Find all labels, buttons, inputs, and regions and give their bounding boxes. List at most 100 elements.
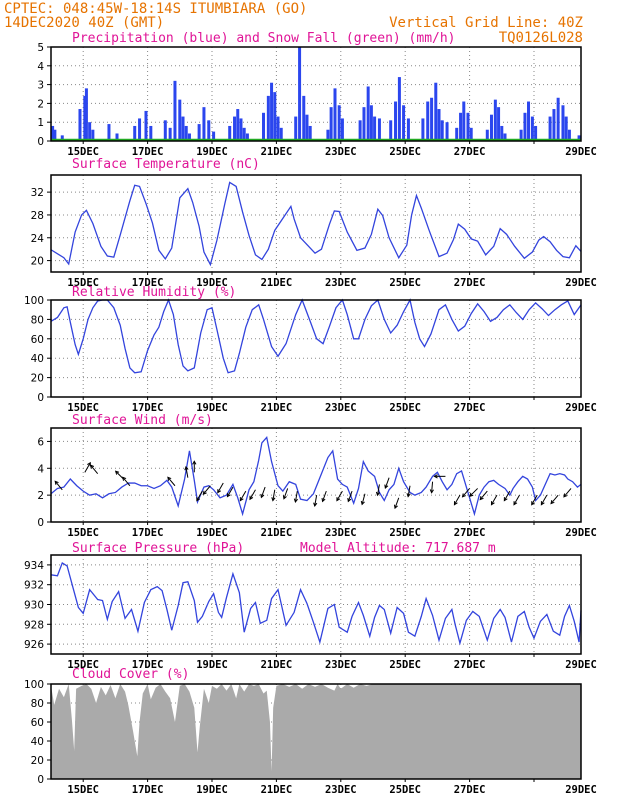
wind-arrow-head bbox=[336, 497, 341, 502]
wind-arrow bbox=[84, 462, 91, 473]
y-tick-label: 0 bbox=[37, 392, 44, 404]
y-tick-label: 40 bbox=[31, 353, 44, 365]
x-tick-label: 17DEC bbox=[132, 402, 164, 414]
precip-bar bbox=[184, 125, 188, 141]
precip-bar bbox=[434, 82, 438, 141]
header-date: 14DEC2020 40Z (GMT) bbox=[4, 15, 164, 31]
wind-arrow bbox=[283, 488, 289, 499]
x-tick-label: 17DEC bbox=[132, 277, 164, 289]
x-tick-label: 29DEC bbox=[565, 784, 597, 796]
precip-bar bbox=[302, 95, 306, 141]
x-tick-label: 21DEC bbox=[261, 527, 293, 539]
wind-arrow-head bbox=[429, 489, 434, 494]
x-tick-label: 19DEC bbox=[196, 659, 228, 671]
precip-bar bbox=[340, 118, 344, 141]
y-tick-label: 0 bbox=[37, 517, 44, 529]
wind-arrow-head bbox=[54, 480, 59, 485]
wind-arrow bbox=[260, 486, 266, 498]
wind-arrow-head bbox=[313, 502, 318, 508]
precip-bar bbox=[561, 105, 565, 141]
precip-bar bbox=[279, 127, 283, 141]
wind-arrow-head bbox=[239, 497, 244, 502]
y-tick-label: 24 bbox=[31, 233, 45, 245]
header-grid-line: Vertical Grid Line: 40Z bbox=[389, 15, 583, 31]
x-tick-label: 25DEC bbox=[389, 784, 421, 796]
x-tick-label: 25DEC bbox=[389, 659, 421, 671]
precip-bar bbox=[567, 129, 571, 141]
y-tick-label: 0 bbox=[37, 774, 44, 786]
x-tick-label: 29DEC bbox=[565, 146, 597, 158]
wind-arrow-head bbox=[563, 493, 568, 498]
precip-bar bbox=[242, 127, 246, 141]
precip-bar bbox=[187, 133, 191, 141]
wind-arrow bbox=[122, 476, 131, 487]
x-tick-label: 15DEC bbox=[67, 659, 99, 671]
wind-arrow bbox=[322, 490, 327, 502]
precip-bar bbox=[305, 114, 309, 141]
x-tick-label: 27DEC bbox=[454, 146, 486, 158]
precip-bar bbox=[369, 105, 373, 141]
wind-arrow-head bbox=[503, 497, 508, 502]
precip-bar bbox=[389, 120, 393, 141]
wind-arrow-head bbox=[321, 497, 326, 503]
wind-arrow-head bbox=[202, 490, 207, 495]
x-tick-label: 17DEC bbox=[132, 527, 164, 539]
precip-bar bbox=[523, 112, 527, 141]
y-tick-label: 3 bbox=[37, 80, 44, 92]
wind-arrow bbox=[217, 482, 224, 493]
panel-title: Surface Temperature (nC) bbox=[72, 157, 260, 172]
y-tick-label: 6 bbox=[37, 436, 44, 448]
precip-bar bbox=[519, 129, 523, 141]
precip-bar bbox=[266, 95, 270, 141]
y-tick-label: 1 bbox=[37, 117, 44, 129]
x-tick-label: 21DEC bbox=[261, 146, 293, 158]
precip-bar bbox=[552, 109, 556, 141]
x-tick-label: 25DEC bbox=[389, 146, 421, 158]
precip-bar bbox=[485, 129, 489, 141]
panel-5: Surface Pressure (hPa) Model Altitude: 71… bbox=[24, 541, 597, 671]
y-tick-label: 100 bbox=[24, 295, 44, 307]
precip-bar bbox=[556, 97, 560, 141]
wind-arrow-head bbox=[433, 474, 438, 479]
precip-bar bbox=[503, 133, 507, 141]
series-line bbox=[50, 561, 582, 646]
precip-bar bbox=[197, 124, 201, 141]
precip-bar bbox=[276, 116, 280, 141]
precip-bar bbox=[377, 118, 381, 141]
wind-arrow bbox=[314, 495, 318, 507]
precip-bar bbox=[168, 127, 172, 141]
precip-bar bbox=[397, 77, 401, 141]
header-location: CPTEC: 048:45W-18:14S ITUMBIARA (GO) bbox=[4, 1, 307, 17]
x-tick-label: 21DEC bbox=[261, 659, 293, 671]
precip-bar bbox=[298, 47, 302, 141]
precip-bar bbox=[78, 109, 82, 141]
precip-bar bbox=[362, 107, 366, 141]
wind-arrow-head bbox=[89, 464, 95, 469]
precip-bar bbox=[548, 116, 552, 141]
panel-6: Cloud Cover (%) 0 20 40 60 80 100 15DEC 17DEC 19D… bbox=[24, 667, 597, 796]
x-tick-label: 29DEC bbox=[565, 659, 597, 671]
precip-bar bbox=[173, 80, 177, 141]
x-tick-label: 21DEC bbox=[261, 277, 293, 289]
wind-arrow-head bbox=[540, 501, 545, 506]
y-tick-label: 932 bbox=[24, 580, 44, 592]
precip-bar bbox=[402, 105, 406, 141]
precip-bar bbox=[500, 125, 504, 141]
precip-bar bbox=[149, 125, 153, 141]
x-tick-label: 23DEC bbox=[325, 784, 357, 796]
precip-bar bbox=[308, 125, 312, 141]
x-tick-label: 25DEC bbox=[389, 402, 421, 414]
x-tick-label: 15DEC bbox=[67, 784, 99, 796]
series-line bbox=[50, 436, 582, 517]
wind-arrow-head bbox=[375, 491, 381, 497]
wind-arrow-head bbox=[226, 493, 231, 498]
y-tick-label: 20 bbox=[31, 755, 44, 767]
wind-arrow bbox=[384, 477, 390, 489]
panel-3: Relative Humidity (%) 0 20 40 60 80 100 15DEC 17… bbox=[24, 285, 597, 414]
wind-arrow bbox=[239, 490, 247, 501]
wind-arrow-head bbox=[114, 470, 120, 475]
wind-arrow bbox=[453, 494, 461, 505]
wind-arrow bbox=[377, 484, 380, 496]
wind-arrow bbox=[394, 497, 400, 509]
